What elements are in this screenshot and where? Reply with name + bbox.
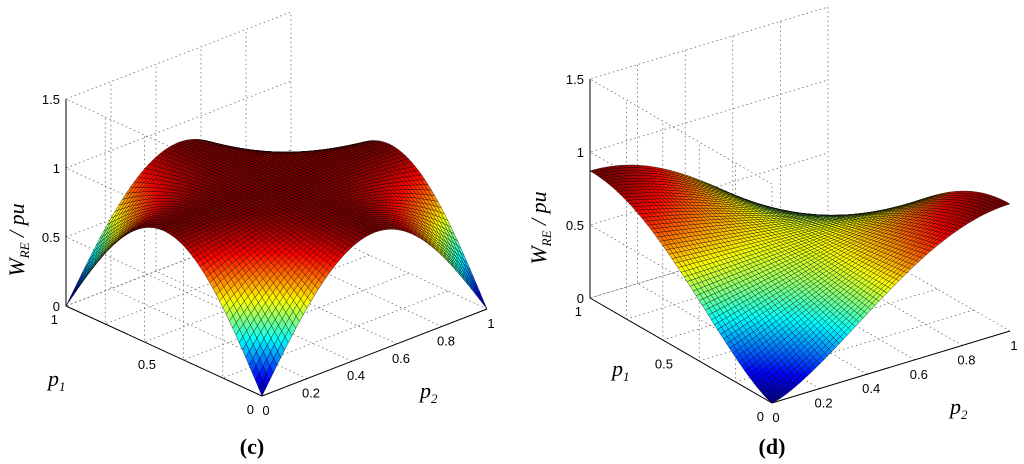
x-axis-label-main: p xyxy=(418,378,431,403)
axes-box xyxy=(65,99,488,397)
surface-mesh xyxy=(589,164,1011,404)
surface-mesh xyxy=(65,139,488,397)
z-tick-label: 1.5 xyxy=(42,92,60,107)
y-tick-label: 1 xyxy=(51,312,58,327)
z-axis-label: WRE / pu xyxy=(4,203,32,276)
y-tick-label: 0 xyxy=(247,402,254,417)
y-gridline xyxy=(104,117,331,325)
z-tick-label: 0.5 xyxy=(42,230,60,245)
x-tick-label: 0 xyxy=(262,403,269,418)
x-tick-label: 0.6 xyxy=(392,351,410,366)
z-axis-label-main: W xyxy=(4,257,29,277)
y-tick-label: 0.5 xyxy=(138,357,156,372)
z-axis-label-unit: / pu xyxy=(4,203,29,242)
z-axis-label-sub: RE xyxy=(17,242,32,259)
z-tick-label: 1 xyxy=(53,161,60,176)
x-tick-label: 0.2 xyxy=(302,386,320,401)
y-axis-label: p1 xyxy=(46,366,66,394)
surface-patch xyxy=(479,296,488,310)
x-tick-label: 0.8 xyxy=(437,333,455,348)
x-axis-line xyxy=(261,308,488,397)
x-tick-label: 1 xyxy=(487,316,494,331)
x-tick-label: 0.4 xyxy=(347,368,365,383)
x-axis-label-sub: 2 xyxy=(431,391,438,406)
y-axis-label-sub: 1 xyxy=(59,379,66,394)
z-gridline xyxy=(589,6,829,185)
x-axis-label: p2 xyxy=(418,378,438,406)
panel-label: (c) xyxy=(240,434,264,459)
y-axis-line xyxy=(65,305,263,397)
y-axis-label-main: p xyxy=(46,366,59,391)
